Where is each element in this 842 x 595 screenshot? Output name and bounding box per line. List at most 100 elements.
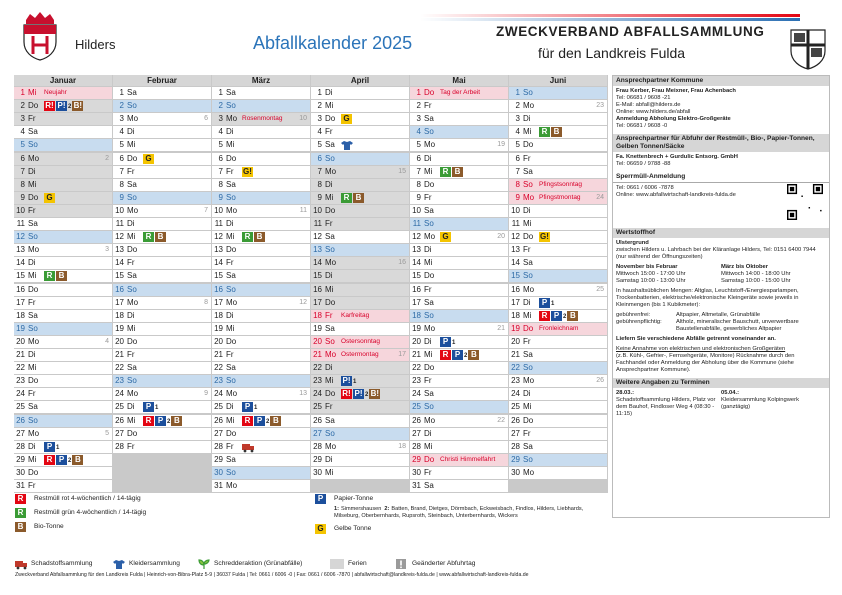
day-number: 26	[412, 415, 421, 425]
weekday: Mi	[424, 258, 433, 268]
day-number: 27	[313, 428, 322, 438]
legend-badge: P	[315, 494, 326, 504]
day-row: 26 So	[14, 414, 112, 427]
fee-row: gebührenfrei: Altpapier, Altmetalle, Grün…	[616, 312, 826, 319]
weekday: Sa	[325, 140, 335, 150]
weekday: Mi	[28, 363, 37, 373]
day-row: 20 Fr	[509, 335, 607, 348]
week-number: 26	[596, 377, 604, 385]
season-name: März bis Oktober	[721, 264, 769, 270]
day-number: 25	[115, 402, 124, 412]
day-number: 4	[416, 127, 421, 137]
day-number: 27	[511, 428, 520, 438]
day-row: 29 So	[509, 453, 607, 466]
day-row: 23 Do	[14, 375, 112, 388]
weekday: Di	[424, 153, 432, 163]
day-number: 9	[20, 192, 25, 202]
day-number: 28	[16, 441, 25, 451]
day-row: 14 Fr	[212, 257, 310, 270]
day-row: 22 Mi	[14, 362, 112, 375]
day-row: 9 Do G	[14, 191, 112, 204]
weekday: Sa	[28, 219, 38, 228]
day-number: 7	[20, 166, 25, 176]
day-row: 2 Do R! P! 2 B!	[14, 100, 112, 113]
day-number: 10	[115, 205, 124, 215]
day-number: 12	[214, 232, 223, 242]
bin-badge: R	[143, 415, 154, 426]
symbol-label: Kleidersammlung	[129, 560, 180, 567]
day-row: 10 Mo 7	[113, 204, 211, 217]
weekday: Mo	[424, 415, 436, 425]
day-row: 21 Fr	[113, 349, 211, 361]
day-row: 16 So	[113, 283, 211, 296]
bin-badge: P!	[341, 376, 352, 387]
symbol-legend: Ferien	[330, 558, 367, 570]
day-number: 2	[20, 101, 25, 111]
week-number: 4	[105, 337, 109, 345]
day-row: 18 Fr Karfreitag	[311, 309, 409, 322]
weekday: Sa	[523, 166, 533, 176]
day-number: 8	[119, 179, 124, 189]
weekday: Fr	[523, 245, 531, 255]
weekday: Sa	[226, 363, 236, 373]
day-row: 29 Di	[311, 453, 409, 466]
section-heading: Ansprechpartner für Abfuhr der Restmüll-…	[613, 134, 829, 152]
weekday: Di	[325, 88, 333, 97]
day-number: 17	[511, 297, 520, 307]
day-number: 10	[511, 205, 520, 215]
day-row: 30 Fr	[410, 466, 508, 479]
week-number: 5	[105, 429, 109, 437]
weekday: Mo	[325, 166, 337, 176]
day-row: 17 Mo 12	[212, 296, 310, 309]
weekday: So	[523, 271, 533, 281]
day-row: 21 Sa	[509, 349, 607, 361]
separate-note: Liefern Sie verschiedene Abfälle getrenn…	[616, 336, 776, 342]
day-number: 2	[317, 101, 322, 111]
day-number: 17	[115, 297, 124, 307]
day-number: 17	[16, 297, 25, 307]
day-row: 28 Di P 1	[14, 440, 112, 453]
day-number: 12	[16, 232, 25, 242]
badge-sub: 1	[551, 300, 555, 307]
day-row: 13 Mo 3	[14, 244, 112, 257]
bin-badge: P	[551, 310, 562, 321]
day-number: 1	[20, 88, 25, 97]
day-row: 5 Sa	[311, 139, 409, 152]
weekday: Mo	[226, 205, 238, 215]
termin-text: Kleidersammlung Kolpingwerk (ganztägig)	[721, 397, 799, 410]
day-row: 26 Sa	[311, 414, 409, 427]
badges: G	[44, 192, 56, 203]
weekday: So	[127, 101, 137, 111]
symbol-legend: Schredderaktion (Grünabfälle)	[198, 558, 302, 570]
day-row: 23 Mo 26	[509, 375, 607, 388]
day-number: 13	[16, 245, 25, 255]
weekday: Do	[424, 88, 435, 97]
weekday: Mi	[28, 179, 37, 189]
day-number: 6	[119, 153, 124, 163]
badge-sub: 2	[68, 104, 72, 111]
day-row: 19 So	[14, 322, 112, 335]
paper-note-key: 1:	[334, 506, 339, 512]
weekday: Mi	[28, 88, 37, 97]
weekday: Di	[28, 350, 36, 359]
day-row: 9 Fr	[410, 191, 508, 204]
day-row: 12 Sa	[311, 231, 409, 244]
day-number: 2	[515, 101, 520, 111]
day-row: 28 Sa	[509, 440, 607, 453]
bin-badge: P	[254, 415, 265, 426]
weekday: Mi	[325, 101, 334, 111]
season-time: Samstag 10:00 - 13:00 Uhr	[616, 278, 686, 284]
month-header: März	[212, 75, 310, 86]
day-number: 3	[317, 114, 322, 124]
paper-note-key: 2:	[384, 506, 390, 512]
day-row: 11 Sa	[14, 218, 112, 230]
weekday: Fr	[325, 310, 333, 320]
weekday: So	[325, 245, 335, 255]
day-row: 7 Fr	[113, 165, 211, 178]
day-row: 21 Mi R P 2 B	[410, 349, 508, 361]
no-accept: Keine Annahme von elektrischen und elekt…	[616, 346, 786, 352]
org-name: ZWECKVERBAND ABFALLSAMMLUNG	[496, 24, 765, 39]
section-heading: Ansprechpartner Kommune	[613, 76, 829, 86]
